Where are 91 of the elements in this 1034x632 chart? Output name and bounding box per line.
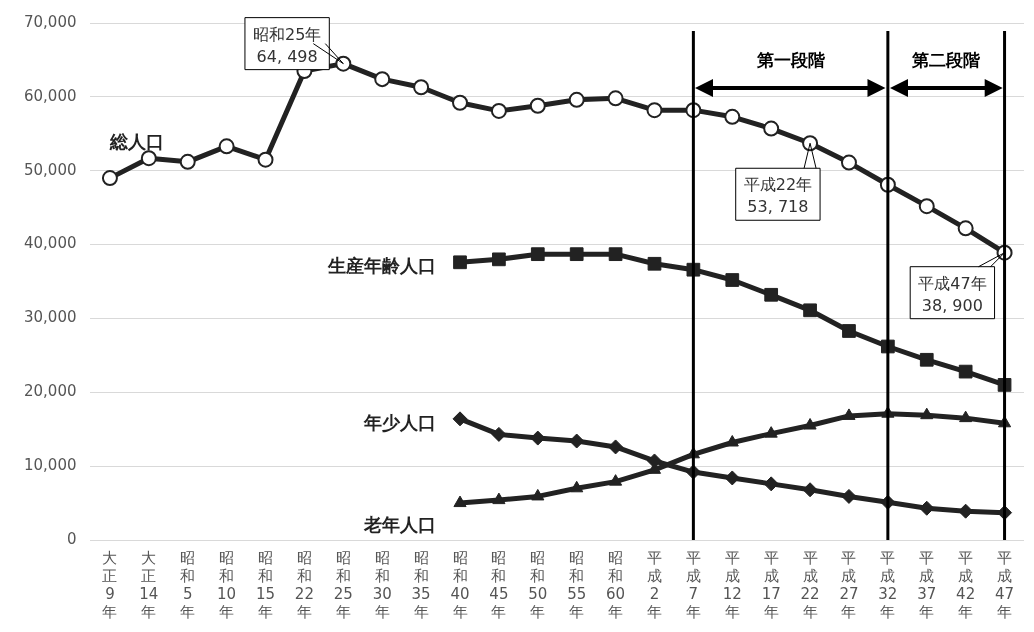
x-tick-label: 昭和60年 bbox=[606, 548, 626, 621]
point bbox=[725, 435, 739, 447]
annotation: 平成47年 38, 900 bbox=[918, 273, 987, 315]
x-tick-label: 昭和30年 bbox=[372, 548, 392, 621]
point bbox=[453, 255, 467, 270]
x-tick-label: 平成42年 bbox=[956, 548, 976, 621]
point bbox=[569, 247, 584, 262]
annotation: 昭和25年 64, 498 bbox=[252, 24, 322, 66]
point bbox=[140, 150, 157, 167]
series-label: 年少人口 bbox=[363, 411, 436, 433]
point bbox=[803, 303, 817, 318]
point bbox=[491, 426, 507, 442]
x-tick-label: 昭和22年 bbox=[294, 548, 314, 621]
point bbox=[568, 91, 585, 108]
point bbox=[919, 352, 934, 367]
x-tick-label: 平成2年 bbox=[646, 548, 662, 621]
point bbox=[607, 90, 624, 107]
point bbox=[609, 474, 623, 486]
y-tick-label: 60,000 bbox=[23, 86, 77, 105]
point bbox=[842, 324, 856, 338]
point bbox=[958, 364, 973, 379]
y-tick-label: 10,000 bbox=[23, 456, 77, 475]
point bbox=[608, 247, 623, 262]
y-tick-label: 20,000 bbox=[23, 382, 77, 401]
point bbox=[646, 102, 663, 119]
point bbox=[529, 97, 546, 114]
x-tick-label: 昭和5年 bbox=[180, 548, 196, 621]
x-tick-label: 平成22年 bbox=[800, 548, 820, 621]
point bbox=[841, 488, 857, 504]
annotation: 平成22年 53, 718 bbox=[743, 175, 813, 217]
x-tick-label: 昭和50年 bbox=[528, 548, 548, 621]
x-tick-label: 平成27年 bbox=[839, 548, 859, 621]
point bbox=[647, 256, 662, 271]
point bbox=[724, 470, 740, 486]
x-tick-label: 昭和25年 bbox=[333, 548, 353, 621]
x-tick-label: 平成37年 bbox=[917, 548, 937, 621]
point bbox=[374, 71, 391, 88]
point bbox=[531, 488, 545, 501]
point bbox=[413, 79, 430, 96]
point bbox=[725, 273, 740, 287]
point bbox=[957, 220, 974, 237]
point bbox=[492, 252, 506, 267]
y-tick-label: 30,000 bbox=[23, 308, 77, 327]
point bbox=[530, 247, 545, 262]
point bbox=[569, 433, 585, 449]
x-tick-label: 昭和45年 bbox=[489, 548, 509, 621]
point bbox=[842, 408, 856, 420]
x-tick-label: 昭和10年 bbox=[217, 548, 237, 621]
series-label: 老年人口 bbox=[363, 514, 436, 536]
point bbox=[764, 287, 779, 302]
point bbox=[257, 151, 274, 168]
point bbox=[802, 482, 818, 498]
y-tick-label: 50,000 bbox=[23, 160, 77, 179]
point bbox=[803, 418, 817, 430]
point bbox=[179, 153, 196, 170]
annotation: 第一段階 bbox=[755, 50, 826, 70]
x-tick-label: 大正9年 bbox=[102, 548, 118, 621]
x-tick-label: 昭和35年 bbox=[411, 548, 431, 621]
x-tick-label: 平成47年 bbox=[995, 548, 1015, 621]
x-tick-label: 昭和15年 bbox=[255, 548, 276, 621]
x-tick-label: 平成17年 bbox=[761, 548, 781, 621]
point bbox=[570, 480, 584, 493]
point bbox=[452, 411, 468, 427]
point bbox=[763, 120, 780, 137]
x-tick-label: 平成12年 bbox=[722, 548, 742, 621]
x-tick-label: 平成7年 bbox=[685, 548, 701, 621]
point bbox=[920, 407, 934, 420]
annotation: 第二段階 bbox=[911, 50, 982, 70]
x-tick-label: 昭和40年 bbox=[450, 548, 470, 621]
x-tick-label: 昭和55年 bbox=[567, 548, 587, 621]
point bbox=[492, 492, 506, 505]
x-tick-label: 大正14年 bbox=[139, 548, 159, 621]
point bbox=[218, 138, 235, 155]
y-tick-label: 70,000 bbox=[23, 12, 77, 31]
point bbox=[918, 198, 935, 215]
point bbox=[453, 495, 467, 508]
point bbox=[919, 500, 935, 516]
point bbox=[840, 154, 857, 171]
series-label: 総人口 bbox=[108, 131, 164, 153]
point bbox=[764, 426, 778, 438]
point bbox=[959, 410, 973, 423]
point bbox=[490, 102, 507, 119]
series-label: 生産年齢人口 bbox=[327, 255, 436, 277]
point bbox=[724, 108, 741, 125]
point bbox=[763, 476, 779, 492]
point bbox=[452, 94, 468, 111]
point bbox=[101, 170, 118, 187]
x-tick-label: 平成32年 bbox=[878, 548, 898, 621]
point bbox=[608, 439, 624, 455]
y-tick-label: 0 bbox=[66, 529, 77, 548]
y-tick-label: 40,000 bbox=[23, 234, 77, 253]
